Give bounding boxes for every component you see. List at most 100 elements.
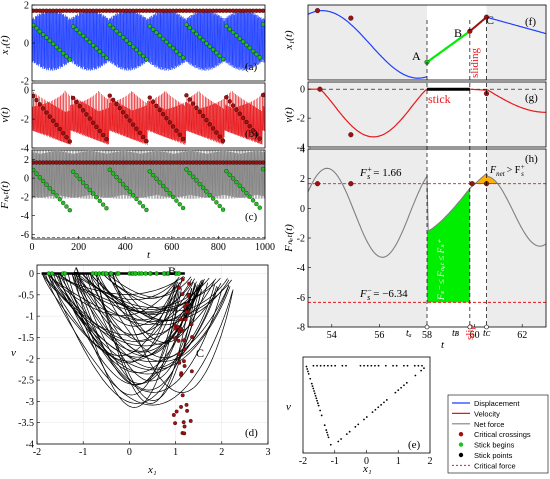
stick-begins-marker (70, 24, 76, 29)
critical-crossing-marker (47, 114, 52, 119)
stick-begins-marker (170, 194, 176, 200)
phase-orbit (112, 273, 234, 393)
stick-point-marker (329, 443, 332, 446)
critical-crossing-marker (124, 114, 129, 119)
stick-begins-marker (224, 168, 229, 174)
stick-begins-marker (164, 39, 169, 45)
stick-begins-marker (67, 57, 72, 62)
legend-entry-label: Critical crossings (474, 430, 531, 439)
phase-orbit (63, 273, 176, 364)
stick-begins-marker (44, 35, 49, 40)
panel-d-xtick: 3 (266, 447, 271, 458)
stick-point-marker (345, 364, 347, 367)
stick-point-marker (313, 392, 316, 395)
stick-begins-marker (107, 22, 112, 28)
critical-crossing-marker (234, 107, 239, 112)
stick-region-fill (427, 188, 470, 303)
stick-begins-marker (187, 25, 192, 30)
stick-begins-marker (174, 49, 179, 54)
stick-begins-marker (110, 171, 116, 176)
stick-point-marker (371, 411, 374, 414)
fs-minus-annotation: F− s = −6.34 (359, 286, 408, 302)
stick-begins-marker (77, 30, 82, 35)
stick-begins-marker (74, 173, 79, 178)
critical-crossing-marker (220, 138, 226, 143)
critical-crossing-marker (257, 136, 262, 141)
panel-d-annotation-c: C (196, 346, 204, 360)
stick-point-marker (420, 369, 423, 372)
stick-point-marker (363, 418, 365, 421)
critical-crossing-marker (180, 277, 185, 282)
critical-crossing-marker (110, 97, 116, 102)
stick-begins-marker (47, 38, 52, 43)
critical-crossing-marker (189, 369, 194, 374)
panel-b-ytick: -4 (21, 144, 29, 155)
legend-entry-label: Critical force (474, 461, 516, 470)
stick-begins-marker (34, 171, 39, 176)
critical-crossing-marker (317, 86, 323, 92)
critical-crossing-marker (147, 95, 152, 100)
critical-crossing-marker (130, 122, 136, 127)
stick-point-marker (348, 430, 351, 433)
panel-d-ytick: -1.5 (18, 333, 34, 344)
stick-begins-marker (109, 271, 114, 276)
critical-crossing-marker (187, 281, 192, 286)
stick-begins-marker (234, 179, 239, 185)
panel-d-xtick: 2 (219, 447, 224, 458)
stick-point-marker (383, 401, 385, 404)
slip-annotation: slip (464, 324, 476, 340)
critical-crossing-marker (250, 128, 256, 133)
stick-begins-marker (244, 190, 249, 196)
panel-c-ytick: -4 (21, 211, 29, 222)
stick-begins-marker (154, 176, 159, 181)
stick-point-marker (405, 381, 408, 384)
critical-crossing-marker (483, 14, 490, 20)
stick-point-marker (357, 423, 360, 426)
critical-crossing-marker (84, 112, 89, 117)
fnet-gt-annotation: Fnet > F+ s (489, 163, 525, 178)
stick-begins-marker (217, 53, 222, 59)
stick-begins-marker (224, 23, 229, 29)
critical-crossing-marker (247, 124, 252, 129)
phase-orbit (74, 273, 180, 301)
sliding-segment (469, 16, 488, 33)
panel-g-ytick: -4 (297, 143, 305, 154)
panel-b-frame (31, 82, 266, 149)
critical-crossing-marker (244, 119, 249, 125)
critical-crossing-marker (182, 431, 187, 436)
stick-begins-marker (104, 55, 109, 60)
stick-point-marker (359, 364, 362, 367)
panel-e-xtick: -2 (299, 456, 307, 467)
stick-point-marker (363, 364, 365, 367)
critical-crossing-marker (230, 103, 236, 108)
time-marker-dot (424, 324, 430, 330)
legend-box (447, 394, 549, 474)
stick-point-marker (403, 384, 405, 387)
stick-begins-marker (247, 194, 252, 199)
stick-begins-marker (166, 271, 171, 276)
stick-begins-marker (70, 169, 76, 174)
stick-begins-marker (124, 38, 129, 43)
critical-crossing-marker (164, 116, 169, 121)
critical-crossing-marker (186, 293, 191, 298)
critical-crossing-marker (176, 338, 181, 343)
panel-f-annotation-c: C (486, 13, 494, 27)
critical-crossing-marker (260, 8, 265, 13)
stick-begins-marker (97, 198, 102, 204)
stick-point-marker (316, 364, 318, 367)
stick-point-marker (319, 364, 322, 367)
critical-crossing-marker (160, 111, 166, 117)
critical-crossing-marker (61, 131, 66, 136)
stick-begins-marker (117, 178, 122, 183)
critical-crossing-marker (314, 8, 321, 14)
panel-c-xtick: 0 (30, 242, 35, 253)
critical-crossing-marker (137, 130, 142, 136)
critical-crossing-marker (34, 97, 39, 103)
panel-d-ytick: -4 (26, 440, 34, 451)
stick-point-marker (305, 365, 308, 368)
stick-point-marker (365, 416, 368, 418)
stick-point-marker (374, 408, 377, 411)
legend-entry-label: Stick points (474, 451, 513, 460)
stick-begins-marker (133, 271, 138, 276)
stick-begins-marker (61, 51, 66, 56)
